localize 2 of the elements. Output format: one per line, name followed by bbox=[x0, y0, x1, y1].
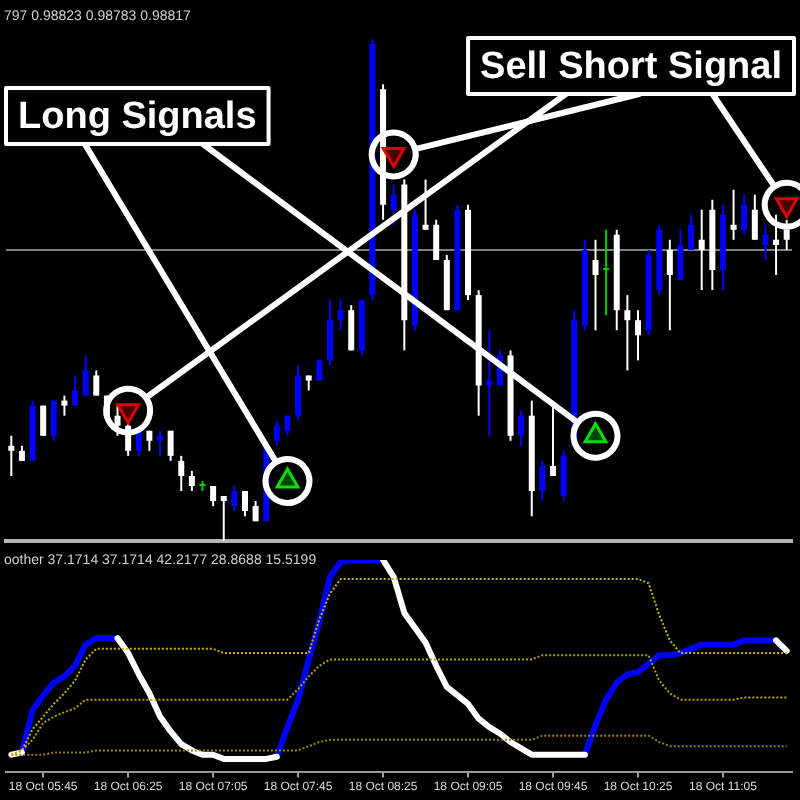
text: Long Signals bbox=[18, 96, 257, 139]
text: Sell Short Signal bbox=[480, 46, 783, 89]
